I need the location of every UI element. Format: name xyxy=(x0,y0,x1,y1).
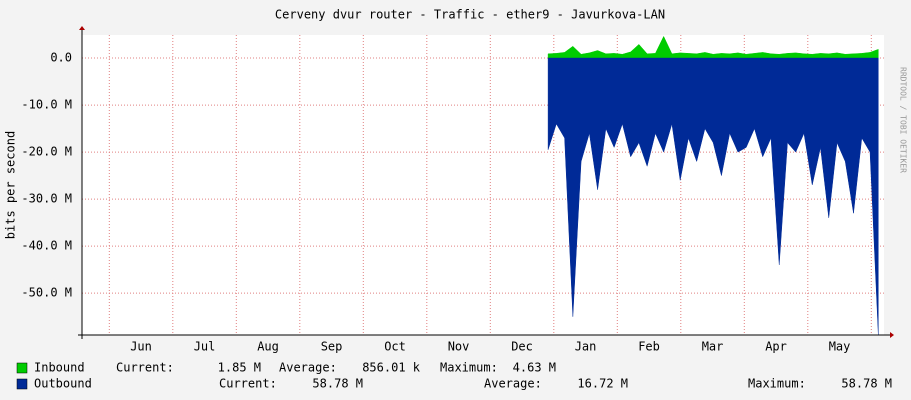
legend-label: Inbound xyxy=(34,361,85,375)
x-tick-label: Dec xyxy=(511,340,533,354)
y-axis-label: bits per second xyxy=(4,131,18,239)
legend-stat: Current: xyxy=(116,361,174,375)
area xyxy=(547,57,879,335)
legend-stat: Maximum: xyxy=(748,377,806,391)
legend-stat: 1.85 M xyxy=(218,361,261,375)
y-tick-label: -30.0 M xyxy=(21,192,72,206)
x-tick-label: Oct xyxy=(384,340,406,354)
axis-arrow xyxy=(890,332,894,338)
y-tick-label: -50.0 M xyxy=(21,286,72,300)
y-tick-label: -20.0 M xyxy=(21,145,72,159)
chart-title: Cerveny dvur router - Traffic - ether9 -… xyxy=(275,8,665,22)
x-tick-label: Nov xyxy=(448,340,470,354)
area xyxy=(547,35,879,59)
y-tick-label: -40.0 M xyxy=(21,239,72,253)
legend-stat: Average: xyxy=(484,377,542,391)
x-tick-label: Jun xyxy=(130,340,152,354)
x-tick-label: Sep xyxy=(321,340,343,354)
legend-stat: Current: xyxy=(219,377,277,391)
x-tick-label: Feb xyxy=(638,340,660,354)
x-tick-label: Jan xyxy=(575,340,597,354)
x-tick-label: Apr xyxy=(765,340,787,354)
legend-swatch xyxy=(16,378,28,390)
y-tick-label: 0.0 xyxy=(50,51,72,65)
legend-swatch xyxy=(16,362,28,374)
legend-stat: Average: xyxy=(279,361,337,375)
side-label: RRDTOOL / TOBI OETIKER xyxy=(899,67,908,173)
y-tick-label: -10.0 M xyxy=(21,98,72,112)
legend-stat: 16.72 M xyxy=(577,377,628,391)
x-tick-label: Mar xyxy=(702,340,724,354)
x-tick-label: May xyxy=(829,340,851,354)
axis-arrow xyxy=(79,26,85,30)
legend-stat: 4.63 M xyxy=(513,361,556,375)
legend-stat: 58.78 M xyxy=(841,377,892,391)
legend-stat: 856.01 k xyxy=(362,361,421,375)
x-tick-label: Jul xyxy=(194,340,216,354)
legend-stat: 58.78 M xyxy=(312,377,363,391)
legend-label: Outbound xyxy=(34,377,92,391)
x-tick-label: Aug xyxy=(257,340,279,354)
legend-stat: Maximum: xyxy=(440,361,498,375)
